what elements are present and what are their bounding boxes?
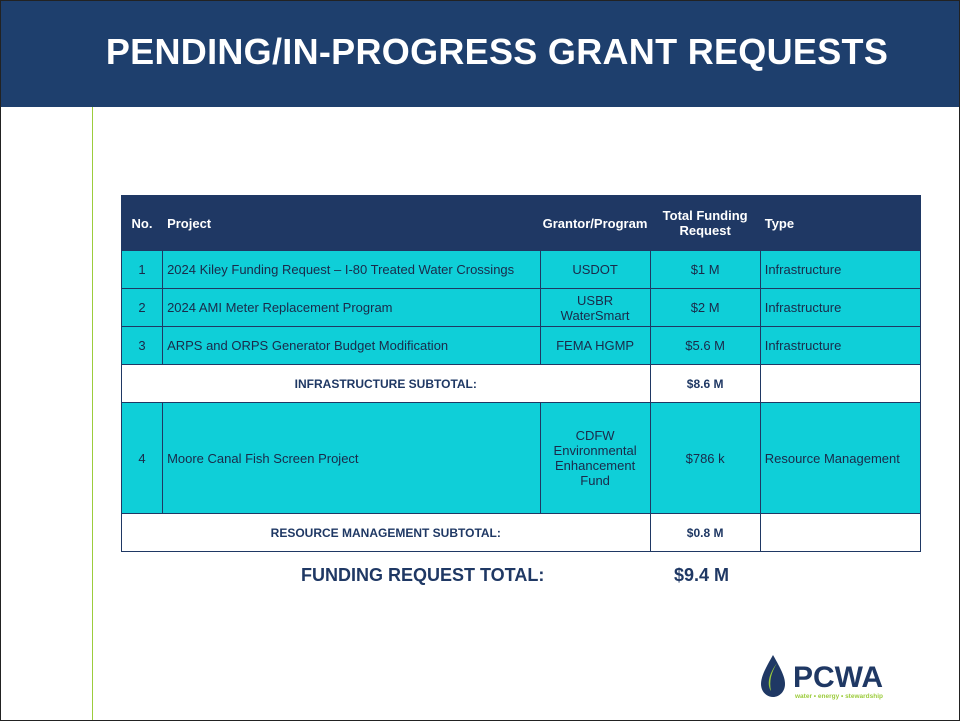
table-cell: 1 xyxy=(120,250,164,289)
table-cell: 4 xyxy=(120,402,164,514)
subtotal-value: $8.6 M xyxy=(649,364,761,403)
logo-name: PCWA xyxy=(793,661,883,694)
table-body: 1 2024 Kiley Funding Request – I-80 Treat… xyxy=(120,250,922,552)
column-header: Total Funding Request xyxy=(649,195,761,251)
column-header: Grantor/Program xyxy=(539,195,651,251)
grant-table: No. Project Grantor/Program Total Funding R… xyxy=(120,195,922,552)
subtotal-empty xyxy=(759,364,922,403)
logo-drop xyxy=(761,655,785,697)
accent-line xyxy=(92,107,93,720)
table-cell: 3 xyxy=(120,326,164,365)
subtotal-label: RESOURCE MANAGEMENT SUBTOTAL: xyxy=(121,513,651,552)
total-value: $9.4 M xyxy=(674,565,730,585)
table-cell: 2 xyxy=(120,288,164,327)
subtotal-label: INFRASTRUCTURE SUBTOTAL: xyxy=(121,364,651,403)
logo: PCWA water • energy • stewardship xyxy=(761,655,883,700)
table-cell: Moore Canal Fish Screen Project xyxy=(162,402,541,514)
table-row: 4 Moore Canal Fish Screen Project CDFW Env… xyxy=(120,402,922,514)
subtotal-row: INFRASTRUCTURE SUBTOTAL: $8.6 M xyxy=(121,364,922,403)
table-row: 3 ARPS and ORPS Generator Budget Modifica… xyxy=(120,326,922,365)
header-row: No. Project Grantor/Program Total Funding R… xyxy=(120,195,922,251)
table-cell: Infrastructure xyxy=(759,326,922,365)
column-header: Type xyxy=(759,195,922,251)
table-cell: CDFW Environmental Enhancement Fund xyxy=(539,402,651,514)
total-label: FUNDING REQUEST TOTAL: xyxy=(301,565,545,585)
subtotal-empty xyxy=(759,513,922,552)
subtotal-row: RESOURCE MANAGEMENT SUBTOTAL: $0.8 M xyxy=(121,513,922,552)
table-cell: $1 M xyxy=(649,250,761,289)
table-cell: $786 k xyxy=(649,402,761,514)
table-cell: $2 M xyxy=(649,288,761,327)
table-cell: FEMA HGMP xyxy=(539,326,651,365)
subtotal-value: $0.8 M xyxy=(649,513,761,552)
table-cell: Resource Management xyxy=(759,402,922,514)
slide-title: PENDING/IN-PROGRESS GRANT REQUESTS xyxy=(105,31,889,72)
logo-leaf xyxy=(768,663,777,691)
table-cell: 2024 AMI Meter Replacement Program xyxy=(162,288,541,327)
table-cell: Infrastructure xyxy=(759,250,922,289)
table-row: 1 2024 Kiley Funding Request – I-80 Treat… xyxy=(120,250,922,289)
table-cell: 2024 Kiley Funding Request – I-80 Treate… xyxy=(162,250,541,289)
table-cell: ARPS and ORPS Generator Budget Modificat… xyxy=(162,326,541,365)
column-header: No. xyxy=(120,195,164,251)
column-header: Project xyxy=(162,195,541,251)
table-cell: USBR WaterSmart xyxy=(539,288,651,327)
header-band xyxy=(1,1,959,107)
table-cell: USDOT xyxy=(539,250,651,289)
logo-tagline: water • energy • stewardship xyxy=(794,693,883,700)
table-cell: $5.6 M xyxy=(649,326,761,365)
table-row: 2 2024 AMI Meter Replacement Program USBR … xyxy=(120,288,922,327)
table-cell: Infrastructure xyxy=(759,288,922,327)
